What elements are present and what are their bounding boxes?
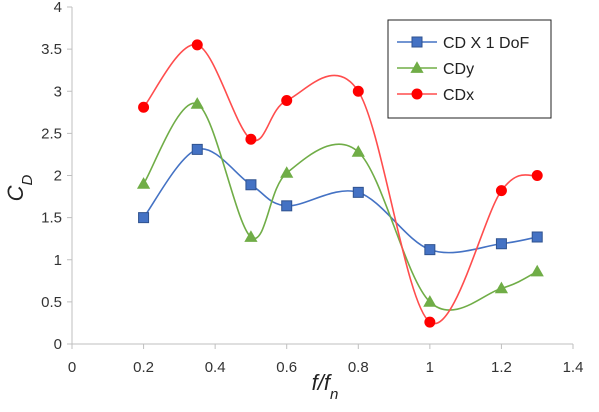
data-point: [191, 143, 203, 155]
y-tick-label: 0: [54, 336, 62, 353]
legend: CD X 1 DoF CDy CDx: [387, 19, 552, 119]
data-point: [352, 186, 364, 198]
data-point: [352, 85, 364, 97]
y-tick-label: 4: [54, 0, 62, 16]
data-point: [423, 295, 437, 307]
data-point: [424, 316, 436, 328]
legend-item: CDx: [397, 87, 474, 104]
data-point: [280, 166, 294, 178]
y-tick-label: 1.5: [41, 210, 62, 227]
legend-item: CDy: [397, 61, 474, 78]
data-point: [351, 145, 365, 157]
legend-label: CDy: [443, 61, 474, 78]
legend-item: CD X 1 DoF: [397, 35, 529, 52]
plot-area: 0 0.5 1 1.5 2 2.5 3 3.5 4 0 0.2 0.4 0.6 0.8 1 1.2 1.4: [41, 0, 583, 376]
data-point: [281, 200, 293, 212]
y-tick-label: 1: [54, 252, 62, 269]
y-tick-label: 0.5: [41, 294, 62, 311]
data-point: [245, 179, 257, 191]
legend-marker: [410, 61, 424, 73]
series-line: [142, 102, 538, 311]
series-line: [142, 44, 538, 325]
y-axis-title: CD: [3, 174, 36, 201]
legend-marker: [411, 88, 423, 100]
y-tick-label: 2: [54, 168, 62, 185]
x-tick-label: 1.4: [563, 359, 584, 376]
x-tick-label: 0: [68, 359, 76, 376]
data-point: [530, 264, 544, 277]
y-tick-label: 2.5: [41, 125, 62, 142]
data-point: [495, 238, 507, 250]
x-tick-label: 1: [426, 359, 434, 376]
x-tick-label: 1.2: [491, 359, 512, 376]
data-point: [494, 281, 509, 294]
legend-label: CD X 1 DoF: [443, 35, 529, 52]
x-tick-label: 0.2: [133, 359, 154, 376]
data-point: [138, 101, 150, 113]
series-0: [138, 143, 543, 256]
x-tick-label: 0.4: [205, 359, 226, 376]
data-point: [190, 97, 204, 109]
data-point: [244, 230, 258, 242]
x-axis-title: f/fn: [312, 370, 339, 403]
data-point: [138, 212, 150, 224]
y-tick-label: 3: [54, 83, 62, 100]
series-2: [138, 39, 543, 328]
legend-marker: [411, 36, 423, 48]
y-tick-label: 3.5: [41, 41, 62, 58]
legend-label: CDx: [443, 87, 474, 104]
data-point: [495, 185, 507, 197]
data-point: [191, 39, 203, 51]
x-tick-label: 0.6: [276, 359, 297, 376]
data-point: [136, 177, 151, 189]
x-tick-label: 0.8: [348, 359, 369, 376]
data-point: [531, 231, 543, 243]
data-point: [424, 244, 436, 256]
series-line: [142, 148, 538, 254]
data-point: [531, 170, 543, 181]
data-point: [281, 95, 293, 107]
series-1: [136, 97, 544, 311]
series-layer: [136, 39, 544, 328]
data-point: [245, 133, 257, 145]
